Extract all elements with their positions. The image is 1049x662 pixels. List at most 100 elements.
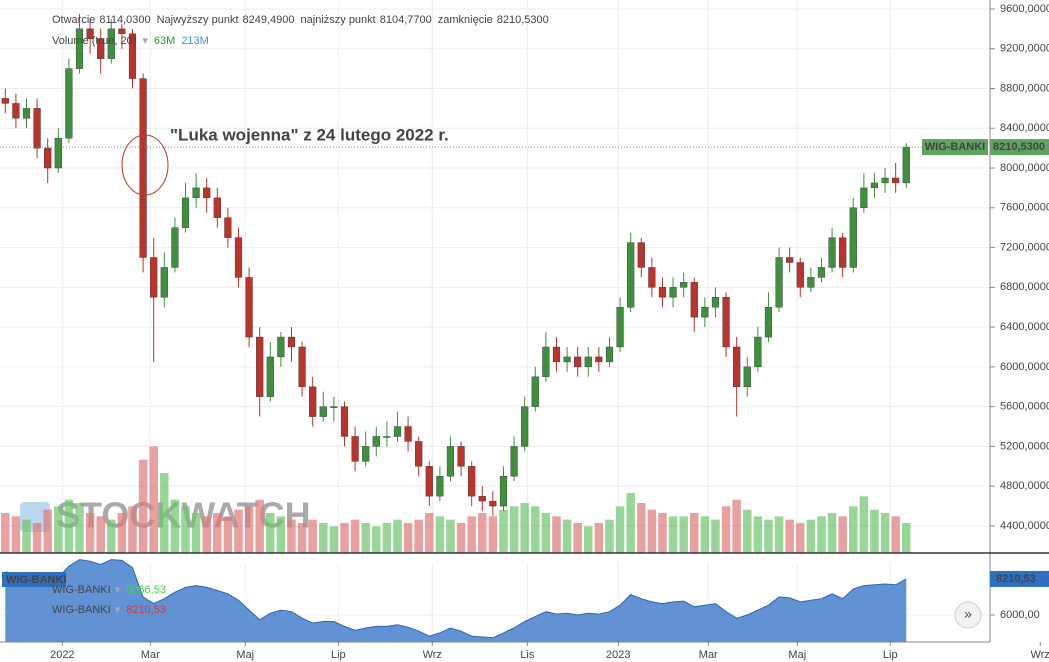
price-tag-name: WIG-BANKI — [925, 141, 986, 153]
area — [5, 559, 907, 642]
volume-bar — [75, 503, 84, 553]
volume-bar — [319, 523, 328, 553]
volume-bar — [425, 513, 434, 553]
volume-bar — [838, 516, 847, 553]
candle-body — [340, 406, 349, 437]
candle-body — [552, 346, 561, 363]
volume-bar — [891, 516, 900, 553]
candle-body — [436, 476, 444, 497]
price-tag-value-box — [990, 139, 1049, 156]
volume-bar — [637, 503, 646, 553]
candle-body — [393, 426, 402, 437]
x-tick-label: 2023 — [606, 649, 630, 661]
x-tick-label: Lip — [883, 649, 898, 661]
volume-bar — [244, 506, 254, 553]
volume-bar — [531, 506, 540, 553]
candle-body — [701, 307, 709, 318]
candle-body — [828, 237, 836, 268]
candle-body — [404, 426, 412, 442]
candle-body — [881, 177, 889, 184]
candle-body — [309, 386, 317, 417]
candle-body — [510, 446, 518, 477]
candle-body — [457, 446, 465, 467]
volume-bar — [743, 509, 752, 553]
volume-bar — [255, 499, 264, 553]
scroll-button-icon[interactable]: » — [964, 606, 972, 622]
candle-body — [160, 267, 168, 298]
candle-body — [775, 257, 783, 308]
x-tick-label: Mar — [699, 649, 718, 661]
volume-bar — [700, 516, 710, 553]
x-tick-label: Wrz — [1031, 649, 1049, 661]
header-value: 8249,4900 — [243, 14, 295, 26]
candle-body — [690, 282, 698, 318]
panel-title: WIG-BANKI — [6, 574, 67, 586]
volume-bar — [584, 526, 593, 553]
scroll-button[interactable] — [954, 601, 982, 629]
candle-body — [287, 336, 296, 348]
volume-bar — [721, 506, 731, 553]
candle-body — [203, 187, 211, 199]
candle-body — [12, 103, 20, 119]
candle-body — [648, 267, 656, 288]
volume-bar — [160, 473, 169, 553]
volume-bar — [54, 506, 63, 553]
volume-bar — [234, 509, 243, 553]
area-line — [5, 559, 907, 639]
volume-bar — [32, 523, 42, 553]
volume-bar — [594, 523, 604, 553]
price-tag-value: 8210,5300 — [993, 141, 1045, 153]
legend-name: WIG-BANKI — [52, 584, 111, 596]
candle-body — [139, 78, 147, 258]
candle-body — [245, 277, 253, 338]
y-tick-label: 6400,0000 — [1000, 321, 1049, 333]
candle-body — [362, 446, 370, 462]
volume-bar — [181, 506, 190, 553]
volume-bar — [668, 516, 678, 553]
last-value: 8210,53 — [996, 573, 1036, 585]
volume-bar — [499, 509, 508, 553]
y-tick-label: 9200,0000 — [1000, 43, 1049, 55]
volume-bar — [615, 506, 625, 553]
volume-bar — [340, 523, 349, 553]
volume-bar — [149, 446, 158, 553]
volume-bar — [382, 523, 392, 553]
annotation: "Luka wojenna" z 24 lutego 2022 r. — [170, 125, 449, 144]
volume-bar — [880, 513, 890, 553]
candle-body — [595, 356, 603, 363]
volume-bar — [806, 519, 816, 553]
header-label: Najwyższy punkt — [157, 14, 239, 26]
volume-bar — [509, 506, 519, 553]
volume-bar — [308, 519, 317, 553]
candle-body — [521, 406, 529, 447]
header-value: 8210,5300 — [497, 14, 549, 26]
volume-label: Volume (true, 20) — [52, 35, 136, 47]
y-tick-label: 4800,0000 — [1000, 480, 1049, 492]
header-value: 8104,7700 — [380, 14, 432, 26]
y-tick-label: 6000,00 — [1000, 609, 1040, 621]
volume-bar — [562, 519, 572, 553]
candle-body — [711, 297, 720, 308]
volume-bar — [796, 523, 805, 553]
candle-body — [65, 68, 73, 139]
x-tick-label: Mar — [141, 649, 160, 661]
volume-bar — [902, 523, 911, 553]
candle-body — [860, 187, 868, 208]
volume-bar — [85, 513, 95, 553]
volume-bar — [764, 519, 773, 553]
candle-body — [605, 346, 614, 363]
x-tick-label: Wrz — [423, 649, 442, 661]
y-tick-label: 6000,0000 — [1000, 361, 1049, 373]
volume-bar — [488, 516, 498, 553]
candle-body — [128, 33, 137, 79]
candle-body — [97, 38, 105, 59]
candle-body — [807, 277, 815, 288]
volume-bar — [870, 509, 879, 553]
dropdown: ▾ — [142, 35, 148, 47]
candle-body — [574, 356, 582, 368]
volume-bar — [361, 523, 370, 553]
volume-bar — [785, 519, 794, 553]
volume-bar — [478, 513, 487, 553]
